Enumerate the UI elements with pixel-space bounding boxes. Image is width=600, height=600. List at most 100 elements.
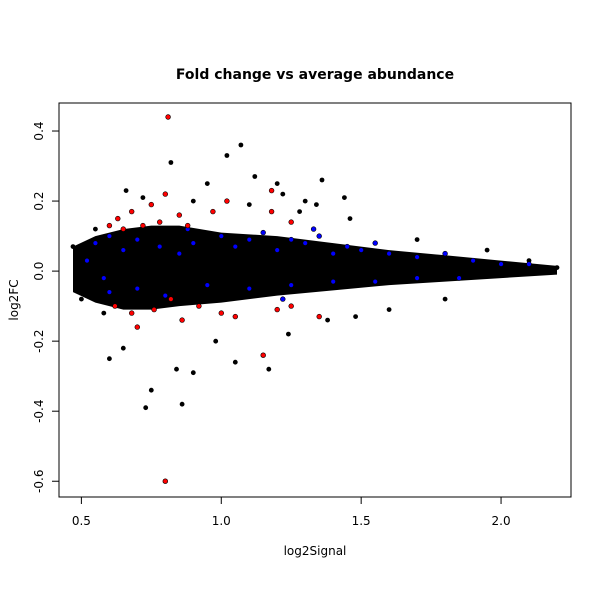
chart-title: Fold change vs average abundance: [176, 67, 454, 83]
data-point: [165, 114, 171, 120]
y-tick-label: -0.2: [32, 329, 46, 352]
data-point: [288, 236, 294, 243]
data-point: [123, 188, 129, 194]
data-point: [386, 307, 392, 312]
data-point: [162, 478, 169, 484]
data-point: [246, 285, 253, 292]
data-point: [246, 202, 252, 208]
data-point: [143, 405, 149, 411]
data-point: [176, 250, 183, 257]
data-point: [92, 240, 99, 246]
data-point: [134, 236, 141, 243]
x-tick-label: 2.0: [492, 514, 511, 528]
data-point: [162, 191, 169, 197]
data-point: [204, 181, 210, 187]
data-point: [302, 198, 308, 204]
data-point: [260, 229, 266, 236]
data-point: [470, 257, 476, 264]
data-point: [174, 366, 179, 372]
data-point: [120, 345, 126, 351]
data-point: [386, 250, 392, 257]
data-point: [302, 240, 308, 246]
data-point: [185, 222, 191, 229]
data-point: [120, 226, 127, 232]
data-point: [442, 250, 448, 257]
data-point: [148, 201, 155, 208]
data-point: [107, 356, 112, 362]
data-point: [134, 285, 141, 292]
x-tick-label: 1.5: [352, 514, 371, 528]
data-point: [372, 240, 378, 246]
data-point: [232, 243, 239, 250]
data-point: [484, 247, 490, 253]
data-point: [79, 296, 84, 302]
data-point: [344, 243, 350, 250]
data-point: [456, 275, 462, 281]
data-point: [218, 233, 225, 239]
data-point: [140, 222, 146, 229]
data-point: [106, 233, 113, 239]
data-point: [179, 401, 185, 407]
y-tick-label: 0.2: [32, 192, 46, 211]
data-point: [342, 195, 347, 201]
data-point: [498, 261, 504, 267]
data-point: [274, 247, 280, 253]
data-point: [106, 222, 113, 229]
data-point: [260, 352, 266, 358]
data-point: [347, 216, 353, 222]
data-point: [218, 310, 225, 316]
data-point: [101, 310, 107, 316]
data-point: [106, 289, 113, 295]
data-point: [414, 254, 420, 260]
data-point: [120, 247, 127, 253]
data-point: [414, 275, 420, 281]
data-point: [204, 282, 211, 288]
x-axis-label: log2Signal: [284, 544, 347, 558]
data-point: [310, 226, 317, 232]
data-point: [353, 314, 358, 319]
data-point: [274, 306, 280, 313]
data-point: [115, 215, 121, 222]
data-point: [190, 370, 196, 376]
data-point: [280, 296, 286, 302]
data-point: [246, 236, 253, 243]
data-point: [190, 240, 197, 246]
data-point: [372, 278, 378, 285]
data-point: [330, 278, 336, 285]
y-tick-label: -0.6: [32, 470, 46, 493]
data-point: [162, 292, 169, 299]
data-point: [157, 243, 163, 250]
data-points-layer: [70, 114, 560, 484]
x-tick-label: 0.5: [72, 514, 91, 528]
data-point: [316, 313, 322, 320]
data-point: [554, 265, 560, 270]
data-point: [268, 208, 275, 215]
data-point: [224, 198, 230, 204]
y-axis-label: log2FC: [7, 279, 21, 320]
data-point: [274, 181, 280, 187]
data-point: [314, 202, 319, 208]
data-point: [414, 237, 420, 243]
data-point: [232, 359, 238, 365]
y-axis-ticks: -0.6 -0.4 -0.2 0.0 0.2 0.4: [32, 121, 59, 493]
data-point: [196, 303, 202, 309]
data-point: [101, 275, 107, 281]
data-point: [286, 331, 291, 337]
x-tick-label: 1.0: [212, 514, 231, 528]
dense-point-cloud: [73, 225, 557, 310]
data-point: [70, 244, 76, 250]
data-point: [157, 219, 163, 225]
density-band-layer: [73, 225, 557, 310]
data-point: [316, 233, 322, 239]
data-point: [148, 387, 154, 393]
data-point: [140, 195, 146, 201]
data-point: [232, 313, 239, 320]
data-point: [268, 187, 275, 194]
data-point: [168, 160, 174, 165]
data-point: [179, 317, 185, 323]
data-point: [280, 191, 286, 197]
data-point: [238, 142, 244, 148]
data-point: [210, 208, 216, 215]
y-tick-label: -0.4: [32, 399, 46, 422]
